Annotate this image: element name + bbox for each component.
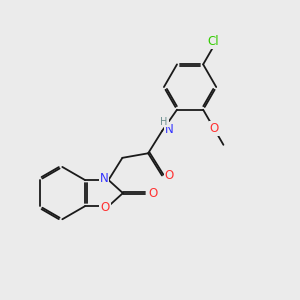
Text: Cl: Cl bbox=[207, 34, 219, 48]
Text: O: O bbox=[165, 169, 174, 182]
Text: O: O bbox=[149, 187, 158, 200]
Text: N: N bbox=[100, 172, 108, 185]
Text: N: N bbox=[164, 123, 173, 136]
Text: O: O bbox=[210, 122, 219, 135]
Text: H: H bbox=[160, 117, 168, 127]
Text: O: O bbox=[100, 202, 110, 214]
